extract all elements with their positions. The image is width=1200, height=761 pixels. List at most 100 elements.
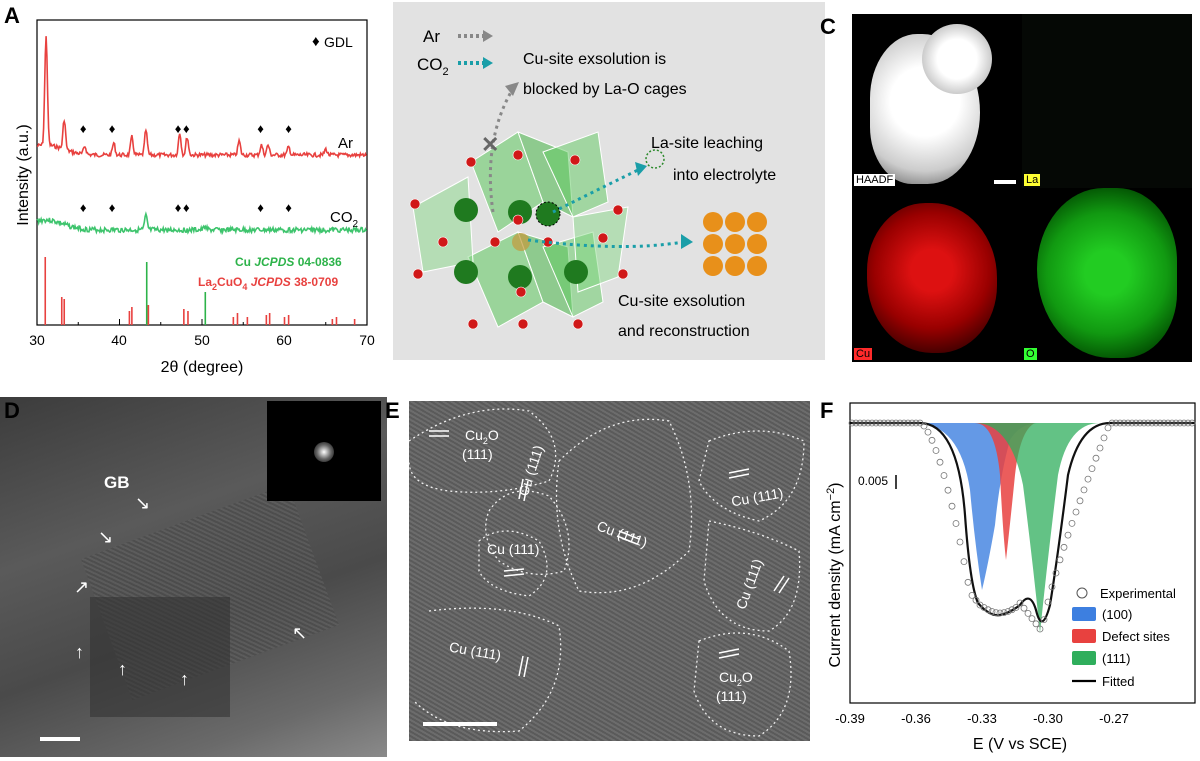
experimental-point: [960, 558, 968, 566]
tag-haadf: HAADF: [854, 174, 896, 186]
experimental-point: [848, 419, 856, 427]
experimental-point: [852, 419, 860, 427]
o-map: O: [1022, 188, 1192, 362]
experimental-point: [892, 419, 900, 427]
gdl-diamond-icon: ♦: [175, 121, 182, 136]
experimental-point: [1036, 625, 1044, 633]
text-exsol-1: Cu-site exsolution: [618, 293, 745, 310]
experimental-point: [900, 419, 908, 427]
experimental-point: [880, 419, 888, 427]
x-axis-label: E (V vs SCE): [973, 736, 1067, 753]
experimental-point: [992, 609, 1000, 617]
experimental-point: [912, 419, 920, 427]
la-ion-icon: [645, 149, 665, 169]
experimental-point: [884, 419, 892, 427]
experimental-point: [860, 419, 868, 427]
experimental-point: [1104, 424, 1112, 432]
experimental-point: [1048, 583, 1056, 591]
experimental-point: [936, 458, 944, 466]
gdl-diamond-icon: ♦: [285, 200, 292, 215]
cu2o-hkl-top: (111): [462, 446, 493, 462]
ref-cu-label: Cu JCPDS 04-0836: [235, 255, 342, 269]
experimental-point: [868, 419, 876, 427]
experimental-point: [908, 419, 916, 427]
panel-label-a: A: [4, 3, 20, 28]
gdl-diamond-icon: ♦: [257, 121, 264, 136]
experimental-point: [904, 419, 912, 427]
scale-bar: [40, 737, 80, 741]
la-map: La: [1022, 14, 1192, 188]
experimental-point: [1056, 556, 1064, 564]
haadf-map: HAADF: [852, 14, 1022, 188]
legend-fitted: Fitted: [1102, 674, 1135, 689]
experimental-point: [928, 436, 936, 444]
panel-label-e: E: [385, 398, 400, 423]
x-tick-60: 60: [276, 332, 292, 348]
gb-arrow-icon: ↖: [292, 623, 308, 643]
fitted-curve: [850, 421, 1195, 623]
experimental-point: [1004, 608, 1012, 615]
x-tick: -0.33: [967, 711, 997, 726]
legend-swatch-100: [1072, 607, 1096, 621]
experimental-point: [856, 419, 864, 427]
experimental-point: [1128, 419, 1136, 427]
gdl-diamond-icon: ♦: [80, 200, 87, 215]
panel-a-xrd-chart: ♦♦♦♦♦♦♦♦♦♦♦♦ ♦ GDL Ar CO2 Cu JCPDS 04-08…: [15, 19, 375, 376]
experimental-point: [872, 419, 880, 427]
experimental-point: [1016, 599, 1024, 607]
experimental-point: [1116, 419, 1124, 427]
scale-value: 0.005: [858, 474, 888, 488]
cu-cluster-icon: [703, 212, 767, 276]
ref-la2cuo4-label: La2CuO4 JCPDS 38-0709: [198, 275, 338, 292]
experimental-point: [1160, 419, 1168, 427]
experimental-point: [984, 606, 992, 614]
experimental-point: [1032, 620, 1040, 628]
exsolution-arrow-icon: [527, 238, 684, 249]
gdl-diamond-icon: ♦: [175, 200, 182, 215]
experimental-point: [1176, 419, 1184, 427]
x-tick: -0.36: [901, 711, 931, 726]
tag-la: La: [1024, 174, 1041, 186]
ar-blocked-arrow-icon: [488, 91, 513, 213]
series-co2-curve: [36, 211, 367, 236]
experimental-point: [1120, 419, 1128, 427]
experimental-point: [940, 472, 948, 479]
gdl-diamond-icon: ♦: [109, 200, 116, 215]
experimental-point: [1000, 609, 1008, 617]
x-tick: -0.39: [835, 711, 865, 726]
grain-boundaries: [409, 408, 805, 737]
gdl-diamond-icon: ♦: [257, 200, 264, 215]
experimental-point: [1012, 604, 1020, 611]
cu-map: Cu: [852, 188, 1022, 362]
experimental-point: [888, 419, 896, 427]
text-exsol-2: and reconstruction: [618, 323, 750, 340]
experimental-point: [948, 502, 956, 510]
experimental-point: [864, 419, 872, 427]
experimental-point: [920, 422, 928, 430]
fft-inset: [267, 401, 381, 501]
experimental-point: [1100, 434, 1108, 442]
experimental-point: [1124, 419, 1132, 427]
gdl-diamond-icon: ♦: [285, 121, 292, 136]
scale-bar: [994, 180, 1016, 184]
experimental-point: [1152, 419, 1160, 427]
text-blocked-1: Cu-site exsolution is: [523, 51, 666, 68]
experimental-point: [1156, 419, 1164, 427]
scale-bar: [423, 722, 497, 726]
legend-diamond-icon: ♦: [312, 33, 320, 50]
experimental-point: [996, 609, 1004, 617]
gb-arrow-icon: ↗: [74, 577, 90, 597]
gdl-diamond-icon: ♦: [183, 121, 190, 136]
experimental-point: [1148, 419, 1156, 427]
text-leach-1: La-site leaching: [651, 135, 763, 152]
gb-arrow-icon: ↑: [118, 659, 127, 679]
experimental-point: [1060, 543, 1068, 551]
experimental-point: [932, 447, 940, 454]
experimental-point: [1020, 604, 1028, 612]
experimental-point: [980, 604, 988, 611]
blocked-x-icon: ✕: [481, 132, 499, 157]
experimental-point: [964, 578, 972, 586]
text-blocked-2: blocked by La-O cages: [523, 81, 687, 98]
legend-swatch-defect: [1072, 629, 1096, 643]
experimental-point: [1136, 419, 1144, 427]
